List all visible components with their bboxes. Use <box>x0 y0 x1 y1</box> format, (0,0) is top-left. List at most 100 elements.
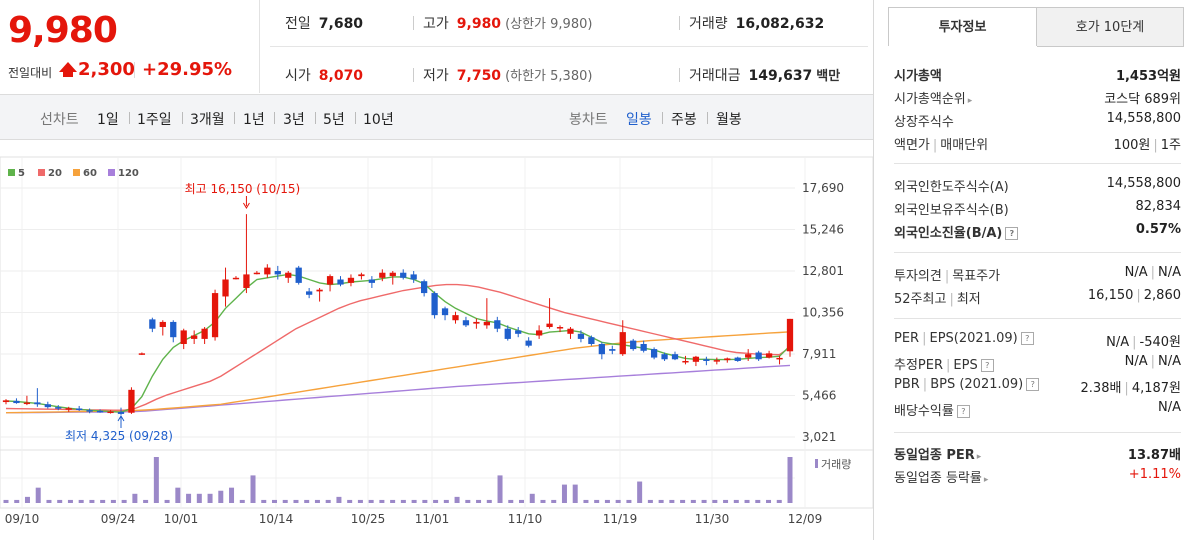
volume-bar <box>261 499 267 503</box>
low-stat: 저가 7,750 (하한가 5,380) <box>423 68 593 84</box>
tab-invest-info[interactable]: 투자정보 <box>888 7 1037 47</box>
y-tick-label: 15,246 <box>802 223 844 237</box>
candle-body <box>400 272 407 278</box>
x-tick-label: 09/24 <box>101 512 136 526</box>
candle-body <box>765 353 773 358</box>
market-cap-row: 시가총액 1,453억원 <box>894 69 1181 84</box>
candle-body <box>358 274 365 277</box>
volume-bar <box>143 499 149 503</box>
volume-bar <box>347 499 353 503</box>
candle-body <box>786 318 794 352</box>
volume-legend-swatch <box>815 459 818 468</box>
volume-bar <box>186 493 192 503</box>
sector-per-row[interactable]: 동일업종 PER ▸ 13.87배 <box>894 448 1181 463</box>
volume-bar <box>336 496 342 503</box>
divider <box>679 16 680 30</box>
period-1y[interactable]: 1년 <box>243 112 265 128</box>
volume-bars <box>3 457 793 503</box>
volume-bar <box>67 499 73 503</box>
period-5y[interactable]: 5년 <box>323 112 345 128</box>
market-cap-rank-row[interactable]: 시가총액순위 ▸ 코스닥 689위 <box>894 92 1181 107</box>
candle-body <box>211 293 219 338</box>
tab-orderbook[interactable]: 호가 10단계 <box>1036 7 1184 47</box>
divider <box>894 318 1181 319</box>
x-axis-ticks: 09/10 09/24 10/01 10/14 10/25 11/01 11/10 11/19… <box>5 512 823 526</box>
chevron-right-icon: ▸ <box>976 452 982 462</box>
candle-body <box>588 337 595 344</box>
candle-weekly[interactable]: 주봉 <box>671 112 697 128</box>
volume-bar <box>551 499 557 503</box>
candle-body <box>128 389 135 413</box>
divider <box>182 112 183 124</box>
volume-bar <box>35 487 41 503</box>
legend-label: 5 <box>18 168 25 179</box>
volume-bar <box>433 499 439 503</box>
legend-swatch <box>108 169 115 176</box>
volume-bar <box>250 475 256 503</box>
candle-body <box>577 333 585 339</box>
max-annotation: 최고 16,150 (10/15) <box>185 182 301 196</box>
volume-bar <box>325 499 331 503</box>
foreign-ratio-row: 외국인소진율(B/A)? 0.57% <box>894 222 1181 241</box>
foreign-limit-row: 외국인한도주식수(A) 14,558,800 <box>894 176 1181 195</box>
volume-bar <box>121 499 127 503</box>
candle-monthly[interactable]: 월봉 <box>716 112 742 128</box>
period-1w[interactable]: 1주일 <box>137 112 172 128</box>
candle-body <box>149 319 156 329</box>
volume-bar <box>368 499 374 503</box>
period-3m[interactable]: 3개월 <box>190 112 225 128</box>
candle-body <box>55 407 62 409</box>
divider <box>894 163 1181 164</box>
volume-bar <box>519 499 525 503</box>
volume-bar <box>766 499 772 503</box>
candle-body <box>452 315 459 321</box>
face-value-row: 액면가 | 매매단위 100원 | 1주 <box>894 138 1181 153</box>
up-arrow-icon <box>59 62 77 72</box>
annotations: 최고 16,150 (10/15) 최저 4,325 (09/28) 거래량 <box>65 182 851 471</box>
candle-body <box>117 411 125 414</box>
x-tick-label: 11/30 <box>695 512 730 526</box>
volume-bar <box>583 499 589 503</box>
divider <box>134 62 135 78</box>
change-percent: +29.95% <box>142 59 233 80</box>
y-tick-label: 10,356 <box>802 306 844 320</box>
volume-bar <box>497 475 503 503</box>
divider <box>894 252 1181 253</box>
sector-rate-row[interactable]: 동일업종 등락률 ▸ +1.11% <box>894 467 1181 486</box>
candle-body <box>598 343 605 355</box>
per-row: PER | EPS(2021.09)? N/A | -540원 <box>894 331 1181 350</box>
volume-bar <box>776 499 782 503</box>
legend-swatch <box>73 169 80 176</box>
candle-body <box>535 330 543 336</box>
min-pointer-head <box>117 415 125 422</box>
price-chart[interactable]: 5 20 60 120 17,690 15,246 12,801 10,356 7,911 5,… <box>0 140 873 540</box>
volume-bar <box>626 499 632 503</box>
legend-swatch <box>38 169 45 176</box>
volume-bar <box>615 499 621 503</box>
volume-bar <box>755 499 761 503</box>
volume-bar <box>100 499 106 503</box>
listed-shares-row: 상장주식수 14,558,800 <box>894 111 1181 130</box>
candle-body <box>515 330 522 334</box>
candle-body <box>619 332 626 355</box>
candle-daily[interactable]: 일봉 <box>626 112 652 128</box>
volume-bar <box>239 499 245 503</box>
volume-bar <box>164 499 170 503</box>
candle-body <box>650 349 658 358</box>
legend-label: 120 <box>118 168 139 179</box>
candle-body <box>462 320 470 326</box>
candle-body <box>546 323 553 328</box>
volume-bar <box>14 499 20 503</box>
y-tick-label: 12,801 <box>802 264 844 278</box>
volume-bar <box>454 496 460 503</box>
period-1d[interactable]: 1일 <box>97 112 119 128</box>
candle-body <box>34 402 41 405</box>
candle-body <box>661 354 668 360</box>
y-tick-label: 7,911 <box>802 347 836 361</box>
candle-body <box>441 308 449 316</box>
period-10y[interactable]: 10년 <box>363 112 394 128</box>
candle-body <box>682 360 689 363</box>
candle-body <box>410 274 417 280</box>
candle-body <box>630 340 637 350</box>
period-3y[interactable]: 3년 <box>283 112 305 128</box>
